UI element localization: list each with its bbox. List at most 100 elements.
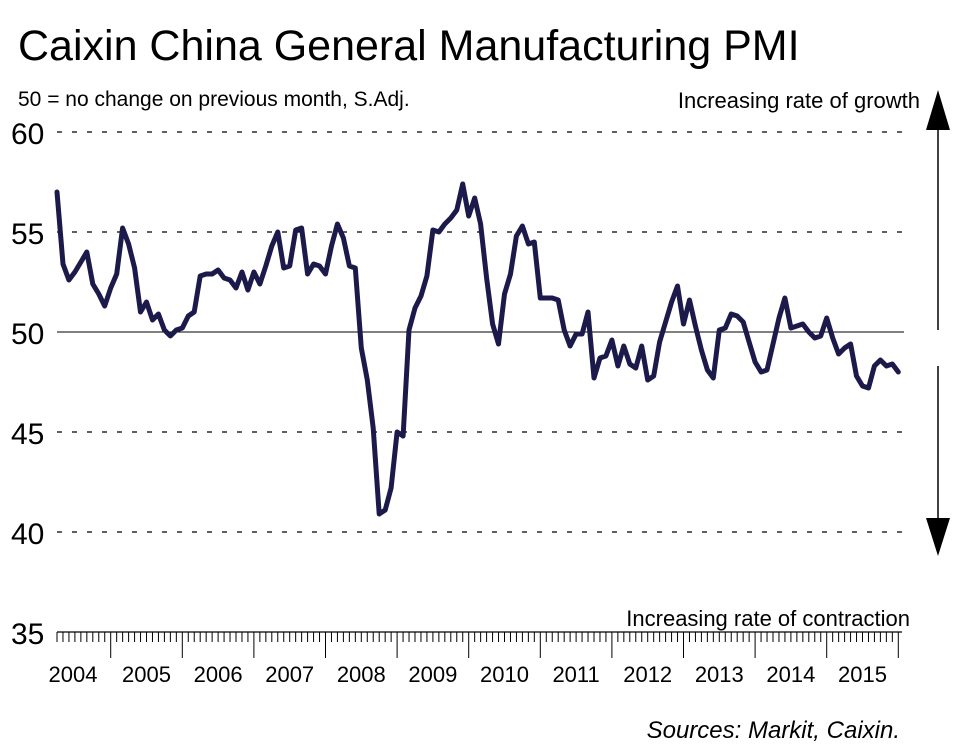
data-point xyxy=(92,283,94,285)
data-point xyxy=(467,215,470,217)
data-point xyxy=(593,377,595,379)
data-point xyxy=(86,251,88,253)
data-point xyxy=(318,265,321,267)
data-point xyxy=(724,327,727,329)
data-point xyxy=(617,365,619,367)
data-point xyxy=(772,343,774,345)
data-point xyxy=(342,237,345,239)
data-point xyxy=(473,197,476,199)
x-year-label-2012: 2012 xyxy=(623,662,672,687)
data-point xyxy=(897,371,900,373)
data-point xyxy=(145,301,148,303)
data-point xyxy=(98,293,100,295)
data-point xyxy=(408,329,410,331)
y-tick-label-60: 60 xyxy=(11,118,44,151)
data-point xyxy=(819,335,822,337)
data-point xyxy=(879,359,882,361)
data-point xyxy=(491,323,494,325)
data-point xyxy=(103,305,106,307)
data-point xyxy=(294,229,297,231)
chart-title: Caixin China General Manufacturing PMI xyxy=(18,22,800,70)
data-point xyxy=(712,377,715,379)
data-point xyxy=(80,261,82,263)
data-point xyxy=(587,311,589,313)
growth-arrow xyxy=(926,90,950,330)
data-point xyxy=(670,301,673,303)
data-point xyxy=(74,271,76,273)
data-point xyxy=(288,265,291,267)
x-year-label-2007: 2007 xyxy=(265,662,314,687)
data-point xyxy=(277,231,279,233)
data-point xyxy=(175,329,178,331)
data-point xyxy=(760,371,762,373)
data-point xyxy=(324,273,327,275)
data-point xyxy=(396,431,398,433)
x-axis: 2004 2005 2006 2007 2008 2009 2010 2011 2012 2013… xyxy=(49,631,902,687)
data-point xyxy=(849,343,852,345)
data-point xyxy=(229,279,231,281)
data-point xyxy=(736,315,738,317)
data-point xyxy=(521,225,524,227)
data-point xyxy=(503,293,506,295)
series-layer xyxy=(54,181,901,517)
data-point xyxy=(432,229,434,231)
data-point xyxy=(384,509,387,511)
x-year-label-2014: 2014 xyxy=(766,662,815,687)
data-point xyxy=(223,277,225,279)
data-point xyxy=(635,367,637,369)
data-point xyxy=(796,325,798,327)
x-year-label-2011: 2011 xyxy=(552,662,599,687)
data-point xyxy=(718,329,721,331)
data-point xyxy=(664,321,667,323)
data-point xyxy=(444,223,446,225)
data-point xyxy=(193,311,195,313)
data-point xyxy=(109,287,112,289)
data-point xyxy=(479,223,482,225)
data-point xyxy=(312,263,315,265)
data-point xyxy=(354,267,357,269)
data-point xyxy=(581,333,583,335)
y-tick-label-45: 45 xyxy=(11,418,44,451)
data-point xyxy=(366,379,369,381)
data-point xyxy=(157,313,160,315)
data-point xyxy=(497,343,500,345)
data-point xyxy=(348,265,351,267)
y-tick-label-35: 35 xyxy=(11,618,44,651)
data-point xyxy=(808,331,810,333)
data-point xyxy=(211,273,213,275)
data-point xyxy=(778,317,780,319)
data-point xyxy=(563,329,565,331)
data-point xyxy=(217,269,219,271)
growth-annotation: Increasing rate of growth xyxy=(678,88,920,113)
x-year-label-2004: 2004 xyxy=(49,662,98,687)
data-point xyxy=(855,375,858,377)
data-point xyxy=(253,271,255,273)
data-point xyxy=(181,327,184,329)
data-point xyxy=(300,227,303,229)
data-point xyxy=(205,273,207,275)
data-point xyxy=(68,279,70,281)
x-year-label-2006: 2006 xyxy=(194,662,243,687)
data-point xyxy=(730,313,732,315)
data-point xyxy=(623,345,625,347)
data-point xyxy=(461,183,464,185)
data-point xyxy=(139,311,142,313)
data-point xyxy=(754,361,756,363)
x-year-label-2005: 2005 xyxy=(122,662,171,687)
data-point xyxy=(831,337,834,339)
data-point xyxy=(378,513,381,515)
y-tick-label-50: 50 xyxy=(11,318,44,351)
data-point xyxy=(533,241,536,243)
y-tick-label-40: 40 xyxy=(11,518,44,551)
x-year-label-2015: 2015 xyxy=(838,662,887,687)
x-year-label-2010: 2010 xyxy=(480,662,529,687)
data-point xyxy=(891,363,894,365)
data-point xyxy=(271,245,273,247)
data-point xyxy=(187,315,190,317)
data-point xyxy=(814,337,816,339)
data-point xyxy=(706,369,709,371)
data-point xyxy=(306,273,309,275)
data-point xyxy=(62,263,64,265)
data-point xyxy=(414,307,416,309)
